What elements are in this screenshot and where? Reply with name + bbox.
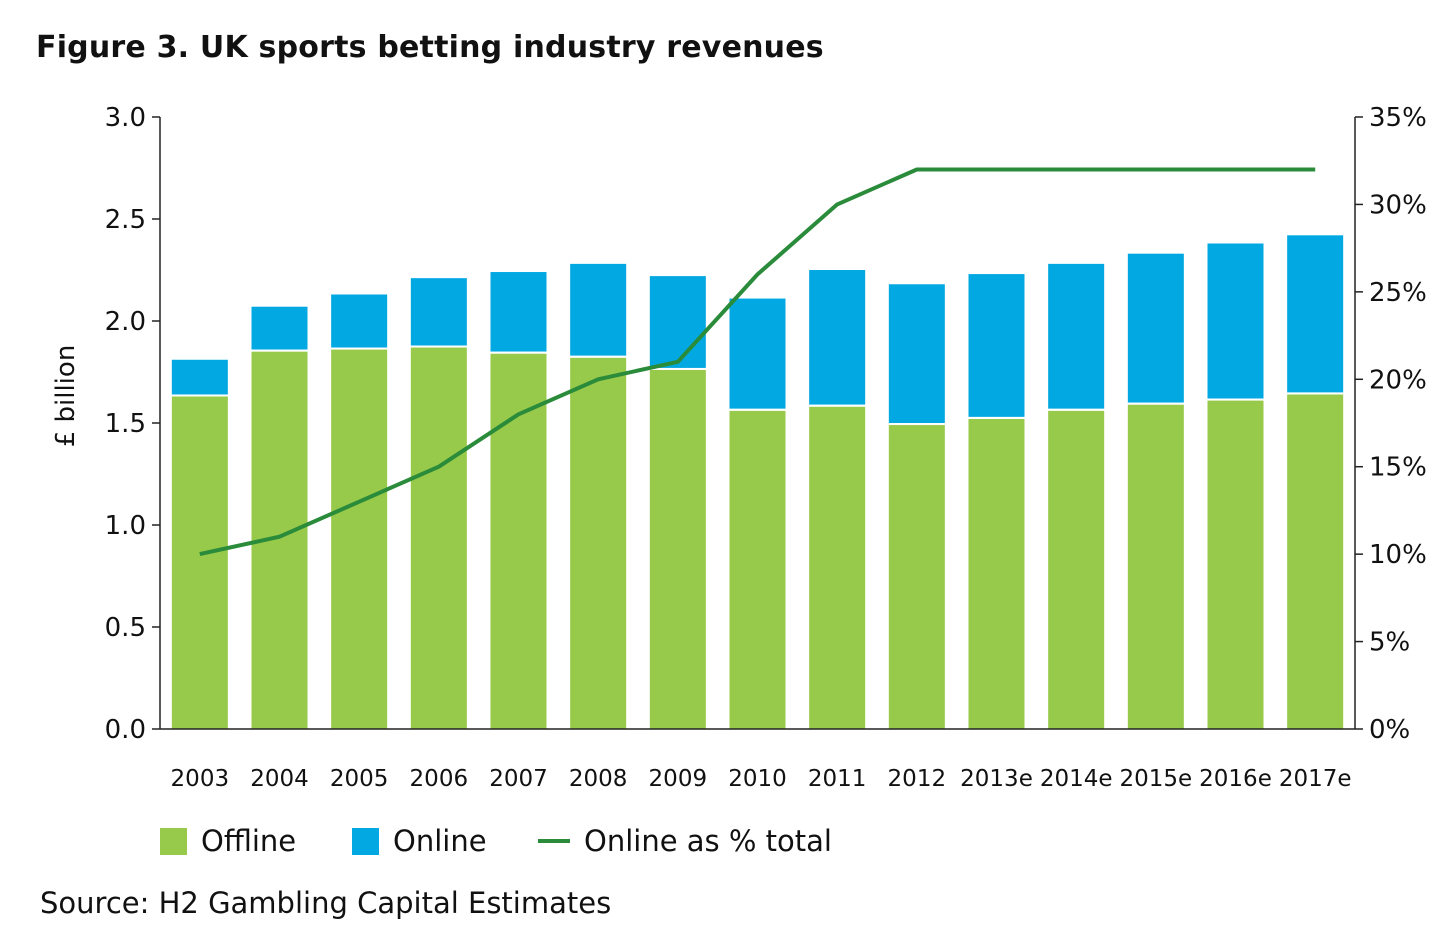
bar-online-2006 [410, 278, 467, 346]
bar-divider-2016e [1207, 398, 1264, 401]
bar-divider-2017e [1287, 392, 1344, 395]
bar-divider-2013e [968, 416, 1025, 419]
y2-tick-label: 20% [1369, 365, 1427, 395]
x-tick-label: 2010 [728, 766, 787, 792]
y2-tick-label: 15% [1369, 453, 1427, 483]
bar-divider-2009 [649, 367, 706, 370]
source-note: Source: H2 Gambling Capital Estimates [40, 886, 612, 920]
y2-tick-label: 30% [1369, 190, 1427, 220]
x-tick-label: 2011 [808, 766, 867, 792]
online-swatch [352, 827, 379, 855]
bar-online-2010 [729, 298, 786, 409]
bar-offline-2017e [1287, 394, 1344, 729]
chart-title: Figure 3. UK sports betting industry rev… [36, 30, 824, 65]
bar-divider-2004 [251, 349, 308, 352]
x-tick-label: 2009 [649, 766, 708, 792]
legend-label-offline: Offline [201, 824, 297, 858]
bar-offline-2012 [888, 425, 945, 729]
x-tick-label: 2017e [1279, 766, 1352, 792]
legend: Offline Online Online as % total [0, 818, 1456, 868]
x-tick-label: 2014e [1040, 766, 1113, 792]
line-layer [199, 167, 1316, 557]
y-axis-label: £ billion [51, 345, 81, 448]
bar-divider-2006 [410, 345, 467, 348]
bar-offline-2014e [1048, 410, 1105, 729]
y-tick-label: 1.0 [105, 511, 146, 541]
bar-offline-2006 [410, 347, 467, 729]
x-tick-label: 2005 [330, 766, 389, 792]
bar-online-2004 [251, 306, 308, 350]
x-tick-label: 2006 [410, 766, 469, 792]
bar-offline-2011 [809, 406, 866, 729]
bar-online-2012 [888, 284, 945, 424]
line-swatch [538, 839, 570, 843]
labels-layer: 0.0 0.5 1.0 1.5 2.0 2.5 3.0 0% 5% 10% 15% 20% 25% 30%… [51, 103, 1427, 792]
bar-divider-2010 [729, 408, 786, 411]
bar-online-2014e [1048, 263, 1105, 409]
bar-divider-2008 [570, 355, 627, 358]
bar-online-2015e [1127, 253, 1184, 403]
bar-online-2005 [331, 294, 388, 348]
bar-divider-2007 [490, 351, 547, 354]
bar-divider-2015e [1127, 402, 1184, 405]
bar-online-2013e [968, 274, 1025, 417]
legend-label-online: Online [393, 824, 487, 858]
bars-layer [171, 235, 1344, 729]
bar-divider-2011 [809, 404, 866, 407]
bar-offline-2013e [968, 418, 1025, 729]
bar-online-2007 [490, 272, 547, 352]
y2-tick-label: 25% [1369, 278, 1427, 308]
bar-divider-2003 [171, 394, 228, 397]
bar-divider-2012 [888, 423, 945, 426]
y-tick-label: 2.5 [105, 205, 146, 235]
axes-layer [152, 116, 1363, 730]
legend-item-offline: Offline [160, 818, 296, 864]
legend-item-online: Online [352, 818, 487, 864]
bar-online-2003 [171, 359, 228, 395]
bar-online-2009 [649, 276, 706, 368]
bar-offline-2008 [570, 357, 627, 729]
y2-tick-label: 0% [1369, 715, 1410, 745]
legend-item-line: Online as % total [538, 818, 832, 864]
offline-swatch [160, 827, 187, 855]
bar-online-2017e [1287, 235, 1344, 393]
bar-offline-2010 [729, 410, 786, 729]
bar-divider-2005 [331, 347, 388, 350]
x-tick-label: 2007 [489, 766, 548, 792]
bar-online-2016e [1207, 243, 1264, 399]
bar-divider-2014e [1048, 408, 1105, 411]
bar-online-2011 [809, 270, 866, 405]
x-tick-label: 2015e [1119, 766, 1192, 792]
y2-tick-label: 10% [1369, 540, 1427, 570]
x-tick-label: 2012 [888, 766, 947, 792]
y-tick-label: 1.5 [105, 409, 146, 439]
x-tick-label: 2004 [250, 766, 309, 792]
y-tick-label: 0.0 [105, 715, 146, 745]
x-tick-label: 2003 [171, 766, 230, 792]
x-tick-label: 2013e [960, 766, 1033, 792]
bar-offline-2003 [171, 396, 228, 729]
y-tick-label: 3.0 [105, 103, 146, 133]
bar-offline-2016e [1207, 400, 1264, 729]
y2-tick-label: 35% [1369, 103, 1427, 133]
y-tick-label: 2.0 [105, 307, 146, 337]
bar-offline-2007 [490, 353, 547, 729]
bar-online-2008 [570, 263, 627, 356]
x-tick-label: 2008 [569, 766, 628, 792]
bar-offline-2009 [649, 369, 706, 729]
x-tick-label: 2016e [1199, 766, 1272, 792]
y-tick-label: 0.5 [105, 613, 146, 643]
legend-label-line: Online as % total [584, 824, 832, 858]
bar-offline-2005 [331, 349, 388, 729]
bar-offline-2015e [1127, 404, 1184, 729]
y2-tick-label: 5% [1369, 628, 1410, 658]
